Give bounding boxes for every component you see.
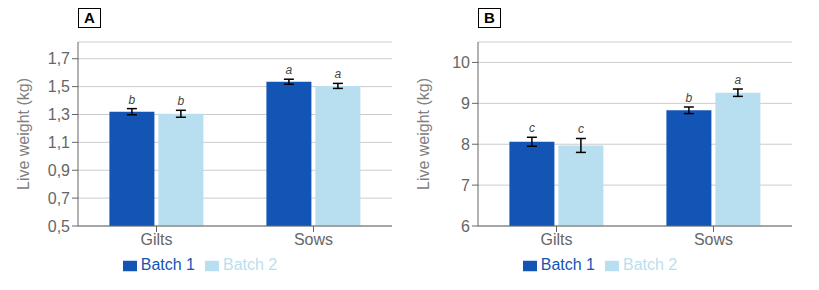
svg-text:Live weight (kg): Live weight (kg) bbox=[15, 78, 32, 190]
svg-text:1,7: 1,7 bbox=[48, 50, 70, 67]
svg-text:6: 6 bbox=[461, 218, 470, 235]
svg-text:Sows: Sows bbox=[694, 231, 733, 248]
svg-text:c: c bbox=[529, 121, 535, 135]
html-text:Batch 1: Batch 1 bbox=[540, 256, 595, 273]
svg-text:c: c bbox=[578, 122, 584, 136]
svg-text:b: b bbox=[129, 93, 136, 107]
svg-text:0,5: 0,5 bbox=[48, 218, 70, 235]
html-text:Batch 2: Batch 2 bbox=[623, 256, 678, 273]
svg-text:Gilts: Gilts bbox=[141, 231, 173, 248]
svg-text:0,7: 0,7 bbox=[48, 190, 70, 207]
svg-text:b: b bbox=[686, 91, 693, 105]
svg-text:Gilts: Gilts bbox=[541, 231, 573, 248]
svg-text:Live weight (kg): Live weight (kg) bbox=[415, 78, 432, 190]
svg-text:b: b bbox=[178, 94, 185, 108]
svg-text:7: 7 bbox=[461, 177, 470, 194]
svg-text:10: 10 bbox=[452, 54, 470, 71]
svg-text:a: a bbox=[286, 63, 293, 77]
html-text:B: B bbox=[484, 9, 495, 26]
svg-text:0,9: 0,9 bbox=[48, 162, 70, 179]
svg-text:a: a bbox=[335, 67, 342, 81]
svg-text:Sows: Sows bbox=[294, 231, 333, 248]
svg-text:9: 9 bbox=[461, 95, 470, 112]
svg-text:a: a bbox=[735, 73, 742, 87]
svg-text:8: 8 bbox=[461, 136, 470, 153]
html-text:A: A bbox=[84, 9, 95, 26]
html-text:Batch 2: Batch 2 bbox=[223, 256, 278, 273]
html-text:Batch 1: Batch 1 bbox=[140, 256, 195, 273]
svg-text:1,3: 1,3 bbox=[48, 106, 70, 123]
svg-text:1,5: 1,5 bbox=[48, 78, 70, 95]
svg-text:1,1: 1,1 bbox=[48, 134, 70, 151]
